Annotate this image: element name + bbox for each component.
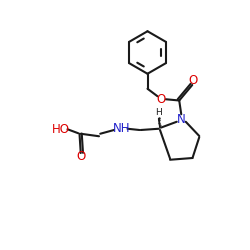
Text: HO: HO: [52, 123, 70, 136]
Text: NH: NH: [113, 122, 130, 135]
Text: N: N: [177, 113, 186, 126]
Text: O: O: [76, 150, 86, 163]
Text: O: O: [156, 93, 166, 106]
Text: O: O: [188, 74, 197, 87]
Text: H: H: [156, 108, 162, 117]
